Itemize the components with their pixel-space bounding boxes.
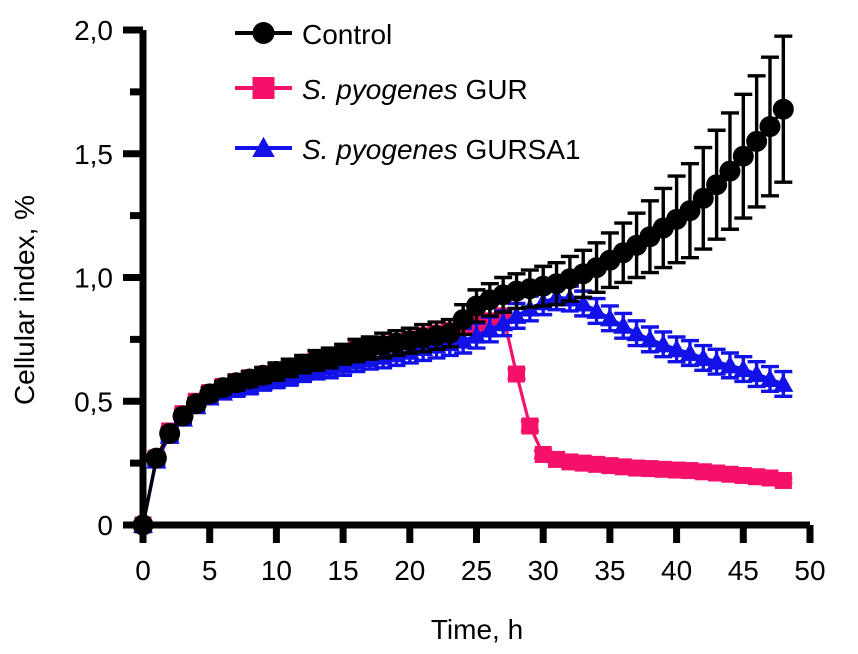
y-tick-label: 1,0: [74, 263, 113, 294]
data-point: [666, 339, 687, 358]
series-layer: [132, 34, 794, 536]
data-point: [466, 325, 487, 344]
data-point: [719, 160, 741, 182]
x-axis-title: Time, h: [431, 614, 523, 645]
x-tick-label: 30: [528, 555, 559, 586]
legend-entry[interactable]: S. pyogenes GURSA1: [235, 134, 581, 165]
y-tick-label: 1,5: [74, 139, 113, 170]
data-point: [132, 514, 154, 536]
legend-label-roman: GUR: [458, 74, 528, 105]
data-point: [534, 445, 552, 463]
data-point: [521, 417, 539, 435]
data-point: [508, 365, 526, 383]
data-point: [694, 463, 712, 481]
data-point: [733, 359, 754, 378]
data-point: [708, 464, 726, 482]
y-tick-label: 2,0: [74, 15, 113, 46]
data-point: [639, 329, 660, 348]
legend-marker: [252, 22, 275, 44]
data-point: [452, 309, 474, 331]
data-point: [599, 308, 620, 327]
data-point: [588, 455, 606, 473]
data-point: [641, 460, 659, 478]
data-point: [706, 351, 727, 370]
data-point: [746, 364, 767, 383]
data-point: [453, 330, 474, 349]
markers: [132, 98, 794, 536]
data-point: [746, 130, 768, 152]
data-point: [573, 293, 594, 312]
legend-label: S. pyogenes GUR: [302, 74, 528, 105]
data-point: [493, 313, 514, 332]
series-circle: [132, 34, 794, 536]
data-point: [692, 187, 714, 209]
data-point: [706, 174, 728, 196]
data-point: [586, 300, 607, 319]
data-point: [601, 457, 619, 475]
data-point: [614, 458, 632, 476]
x-tick-label: 0: [135, 555, 151, 586]
data-point: [679, 200, 701, 222]
legend-label-italic: S. pyogenes: [302, 74, 458, 105]
y-tick-label: 0: [97, 510, 113, 541]
data-point: [626, 323, 647, 342]
data-point: [693, 347, 714, 366]
x-tick-label: 20: [394, 555, 425, 586]
data-point: [721, 465, 739, 483]
legend-label: Control: [302, 19, 392, 50]
x-tick-label: 15: [328, 555, 359, 586]
data-point: [574, 454, 592, 472]
data-point: [773, 373, 794, 392]
x-tick-label: 35: [594, 555, 625, 586]
data-point: [439, 322, 461, 344]
data-point: [732, 145, 754, 167]
x-tick-label: 45: [728, 555, 759, 586]
data-point: [479, 319, 500, 338]
data-point: [668, 461, 686, 479]
data-point: [506, 305, 527, 324]
legend-entry[interactable]: Control: [235, 19, 392, 50]
legend-label-italic: S. pyogenes: [302, 134, 458, 165]
data-point: [679, 342, 700, 361]
data-point: [145, 447, 167, 469]
x-tick-label: 50: [794, 555, 825, 586]
data-point: [761, 469, 779, 487]
data-point: [774, 471, 792, 489]
legend-label: S. pyogenes GURSA1: [302, 134, 581, 165]
data-point: [561, 453, 579, 471]
tick-label-layer: 0 5 10 15 20 25 30 35 40 45 50 0 0,5 1,0 1,5 2,0: [74, 15, 826, 586]
data-point: [759, 116, 781, 138]
data-point: [681, 462, 699, 480]
x-tick-label: 40: [661, 555, 692, 586]
data-point: [772, 98, 794, 120]
y-axis-title: Cellular index, %: [9, 195, 40, 405]
data-point: [172, 405, 194, 427]
legend-marker: [252, 77, 275, 99]
x-tick-label: 25: [461, 555, 492, 586]
data-point: [653, 334, 674, 353]
y-tick-label: 0,5: [74, 386, 113, 417]
x-tick-label: 10: [261, 555, 292, 586]
data-point: [719, 355, 740, 374]
x-tick-label: 5: [202, 555, 218, 586]
data-point: [654, 460, 672, 478]
legend-entry[interactable]: S. pyogenes GUR: [235, 74, 528, 105]
data-point: [548, 450, 566, 468]
data-point: [159, 422, 181, 444]
data-point: [734, 467, 752, 484]
legend-label-roman: GURSA1: [458, 134, 581, 165]
data-point: [748, 468, 766, 486]
legend-marker: [252, 136, 275, 157]
data-point: [628, 459, 646, 477]
data-point: [613, 315, 634, 334]
data-point: [759, 368, 780, 387]
